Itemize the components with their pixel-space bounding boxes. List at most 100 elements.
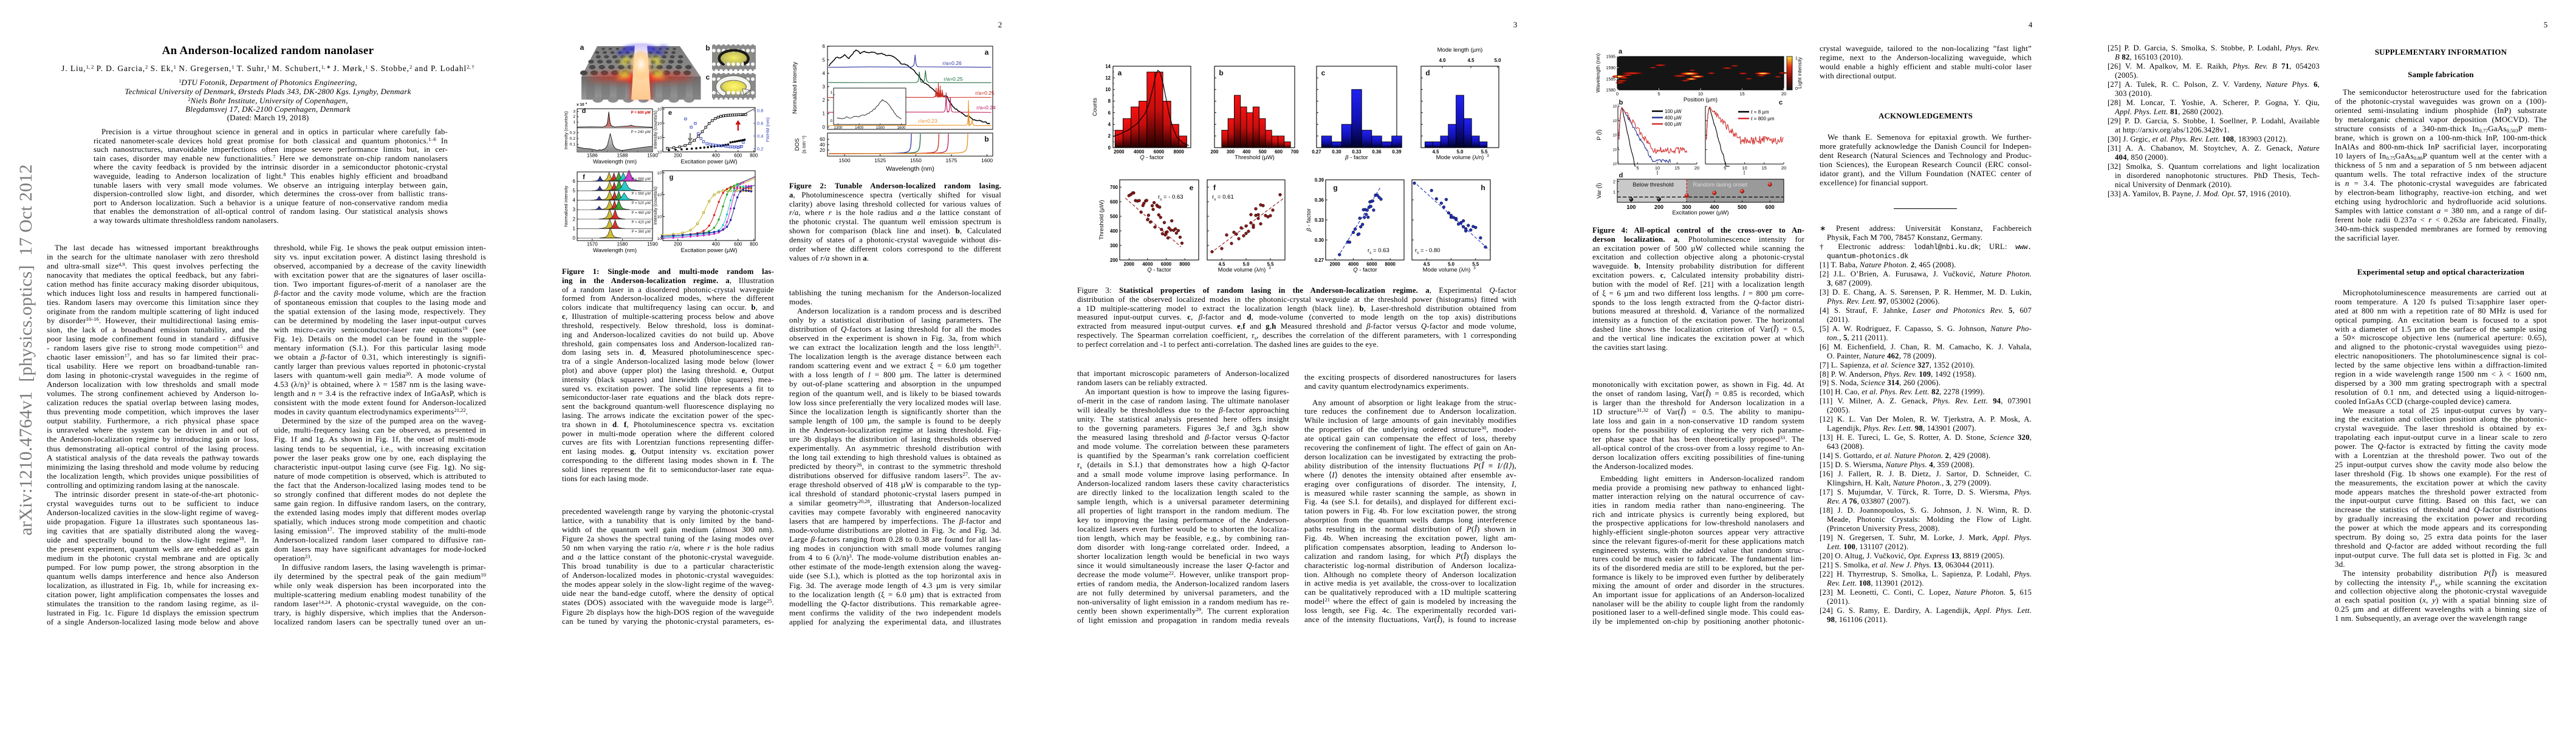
svg-text:a: a: [580, 43, 584, 52]
svg-text:8000: 8000: [1385, 262, 1396, 267]
svg-text:Below threshold: Below threshold: [1632, 182, 1674, 188]
svg-text:5: 5: [1636, 165, 1639, 171]
svg-text:b: b: [984, 135, 988, 143]
svg-text:h: h: [1481, 183, 1485, 192]
svg-text:P (Î): P (Î): [1596, 129, 1603, 140]
svg-text:(s nm⁻¹): (s nm⁻¹): [801, 135, 807, 154]
svg-text:700: 700: [1290, 149, 1299, 155]
svg-text:800: 800: [750, 242, 758, 247]
svg-text:6000: 6000: [1154, 149, 1165, 155]
svg-text:d: d: [1619, 172, 1623, 179]
svg-text:g: g: [1333, 183, 1337, 192]
svg-text:5: 5: [823, 57, 826, 63]
svg-text:Î: Î: [1656, 171, 1659, 176]
svg-text:10: 10: [1612, 120, 1617, 123]
svg-text:10: 10: [657, 122, 662, 126]
svg-text:400 µW: 400 µW: [1665, 115, 1682, 120]
svg-text:8000: 8000: [1174, 149, 1185, 155]
svg-text:Intensity (counts/s): Intensity (counts/s): [653, 111, 658, 149]
svg-text:100: 100: [1626, 204, 1636, 210]
svg-text:d: d: [1425, 69, 1430, 77]
svg-text:1570: 1570: [587, 242, 598, 247]
svg-text:1525: 1525: [874, 157, 886, 163]
svg-text:15: 15: [1739, 91, 1744, 97]
svg-text:10: 10: [657, 193, 662, 197]
svg-text:0.36: 0.36: [1315, 197, 1324, 203]
svg-text:1588: 1588: [617, 153, 628, 159]
svg-text:1595: 1595: [1606, 55, 1615, 60]
svg-text:0.39: 0.39: [1392, 149, 1402, 155]
svg-text:r/a=0.25: r/a=0.25: [944, 76, 963, 82]
svg-text:2: 2: [573, 115, 575, 119]
svg-text:700: 700: [1110, 185, 1118, 190]
svg-text:Wavelength (nm): Wavelength (nm): [593, 247, 637, 254]
svg-text:f: f: [1213, 183, 1216, 192]
svg-text:10: 10: [1612, 134, 1617, 138]
svg-text:f: f: [583, 174, 585, 181]
svg-text:ℓ = 800 µm: ℓ = 800 µm: [1750, 116, 1775, 122]
svg-text:3: 3: [823, 84, 826, 90]
svg-text:2000: 2000: [1329, 262, 1340, 267]
svg-text:c: c: [1321, 69, 1326, 77]
svg-text:DOS: DOS: [794, 139, 801, 151]
svg-text:g: g: [670, 174, 674, 181]
svg-text:5.5: 5.5: [1481, 149, 1488, 155]
svg-text:Wavelength (nm): Wavelength (nm): [593, 159, 637, 165]
svg-text:600: 600: [734, 153, 742, 159]
svg-text:P = 240 µW: P = 240 µW: [631, 130, 651, 134]
svg-text:Î: Î: [1743, 171, 1745, 176]
svg-text:Normalized intensity: Normalized intensity: [563, 185, 569, 227]
svg-text:b: b: [705, 44, 710, 52]
svg-text:0: 0: [1616, 91, 1619, 97]
svg-text:rs = 0.63: rs = 0.63: [1368, 247, 1389, 255]
svg-text:1550: 1550: [910, 157, 922, 163]
svg-text:0.33: 0.33: [1352, 149, 1362, 155]
svg-text:1580: 1580: [1606, 89, 1615, 93]
svg-text:P = 600 µW: P = 600 µW: [631, 111, 651, 115]
svg-text:0.8: 0.8: [757, 108, 763, 114]
svg-text:4.5: 4.5: [1433, 149, 1440, 155]
svg-text:-2: -2: [1617, 117, 1619, 120]
svg-text:6000: 6000: [1366, 262, 1377, 267]
svg-text:P = 520 µW: P = 520 µW: [631, 202, 651, 205]
svg-text:e: e: [668, 109, 672, 117]
svg-text:8000: 8000: [1179, 262, 1190, 267]
svg-text:400: 400: [712, 242, 721, 247]
svg-text:10: 10: [1612, 148, 1617, 152]
svg-text:Counts: Counts: [1092, 98, 1098, 116]
svg-text:400: 400: [1710, 204, 1719, 210]
svg-text:1500: 1500: [839, 157, 851, 163]
svg-text:1580: 1580: [617, 242, 628, 247]
svg-text:Intensity (counts/s): Intensity (counts/s): [653, 187, 658, 225]
svg-text:P = 460 µW: P = 460 µW: [631, 211, 651, 215]
svg-text:Intensity (counts/s): Intensity (counts/s): [563, 111, 569, 149]
svg-text:FWHM (nm): FWHM (nm): [765, 117, 770, 142]
svg-text:e: e: [1190, 183, 1194, 192]
svg-text:3: 3: [662, 235, 663, 238]
svg-text:P = 420 µW: P = 420 µW: [631, 221, 651, 224]
svg-text:1400: 1400: [855, 126, 864, 130]
svg-text:2: 2: [662, 149, 663, 152]
svg-text:0.2: 0.2: [570, 137, 576, 141]
svg-text:6: 6: [1108, 110, 1111, 115]
svg-text:b: b: [1619, 99, 1623, 106]
svg-text:r/a=0.26: r/a=0.26: [942, 60, 962, 66]
svg-text:12: 12: [1105, 75, 1111, 81]
svg-text:Q - factor: Q - factor: [1353, 267, 1377, 273]
svg-text:500: 500: [1738, 204, 1747, 210]
svg-text:x 10: x 10: [577, 103, 584, 107]
svg-text:Normalized intensity: Normalized intensity: [792, 61, 798, 114]
svg-text:4000: 4000: [1348, 262, 1359, 267]
svg-text:2: 2: [573, 216, 576, 222]
svg-text:10: 10: [657, 108, 662, 112]
svg-text:c: c: [1779, 99, 1783, 106]
svg-text:4.5: 4.5: [1468, 58, 1475, 63]
svg-text:rs = - 0.80: rs = - 0.80: [1415, 247, 1440, 255]
svg-text:2: 2: [1613, 179, 1615, 184]
svg-text:200: 200: [1110, 258, 1118, 263]
svg-text:10: 10: [657, 171, 662, 176]
svg-text:0.30: 0.30: [1315, 238, 1324, 243]
svg-text:4: 4: [573, 197, 576, 203]
svg-text:Mode length (µm): Mode length (µm): [1437, 47, 1483, 53]
svg-text:2: 2: [1108, 134, 1111, 139]
